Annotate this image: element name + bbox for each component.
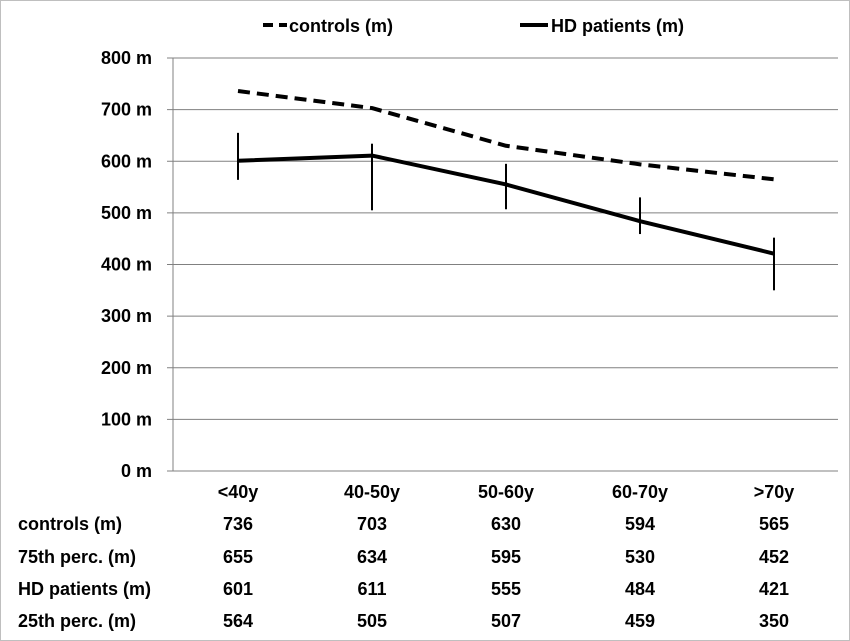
legend-label-controls: controls (m): [289, 16, 393, 36]
legend: controls (m) HD patients (m): [263, 16, 684, 36]
table-row-label: controls (m): [18, 514, 122, 534]
x-tick-label: 40-50y: [344, 482, 400, 502]
table-cell: 421: [759, 579, 789, 599]
table-cell: 703: [357, 514, 387, 534]
table-cell: 611: [357, 579, 386, 599]
table-cell: 350: [759, 611, 789, 631]
table-cell: 634: [357, 547, 387, 567]
series-layer: [237, 89, 775, 291]
y-tick-label: 600 m: [101, 151, 152, 171]
table-row-label: 75th perc. (m): [18, 547, 136, 567]
table-cell: 507: [491, 611, 521, 631]
table-cell: 736: [223, 514, 253, 534]
y-tick-label: 200 m: [101, 358, 152, 378]
x-axis: <40y 40-50y 50-60y 60-70y >70y: [173, 470, 838, 502]
table-row-label: HD patients (m): [18, 579, 151, 599]
y-tick-label: 100 m: [101, 409, 152, 429]
legend-label-hd-patients: HD patients (m): [551, 16, 684, 36]
x-tick-label: >70y: [754, 482, 795, 502]
table-cell: 452: [759, 547, 789, 567]
table-cell: 565: [759, 514, 789, 534]
table-cell: 595: [491, 547, 521, 567]
table-cell: 484: [625, 579, 655, 599]
table-cell: 630: [491, 514, 521, 534]
data-table: controls (m) 736 703 630 594 565 75th perc. (m…: [18, 514, 789, 631]
table-row-label: 25th perc. (m): [18, 611, 136, 631]
y-tick-label: 400 m: [101, 255, 152, 275]
table-cell: 601: [223, 579, 253, 599]
table-cell: 555: [491, 579, 521, 599]
table-cell: 564: [223, 611, 253, 631]
y-axis: 0 m 100 m 200 m 300 m 400 m 500 m 600 m 700 m 80…: [101, 48, 174, 481]
y-tick-label: 300 m: [101, 306, 152, 326]
table-cell: 505: [357, 611, 387, 631]
y-tick-label: 0 m: [121, 461, 152, 481]
x-tick-label: <40y: [218, 482, 259, 502]
table-cell: 459: [625, 611, 655, 631]
y-tick-label: 700 m: [101, 100, 152, 120]
y-tick-label: 800 m: [101, 48, 152, 68]
table-cell: 530: [625, 547, 655, 567]
table-cell: 594: [625, 514, 655, 534]
gridlines: [173, 57, 838, 420]
y-tick-label: 500 m: [101, 203, 152, 223]
x-tick-label: 50-60y: [478, 482, 534, 502]
table-cell: 655: [223, 547, 253, 567]
x-tick-label: 60-70y: [612, 482, 668, 502]
